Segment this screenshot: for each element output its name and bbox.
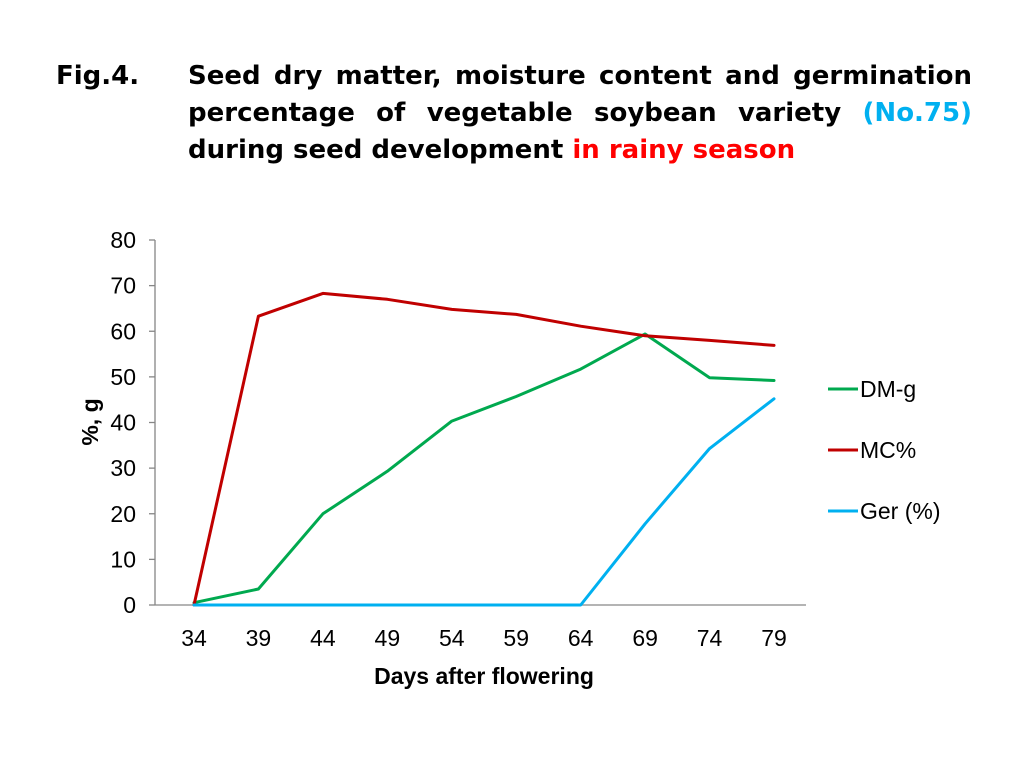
y-tick-label: 30 (110, 455, 136, 481)
y-tick-label: 40 (110, 410, 136, 436)
legend-label: Ger (%) (860, 498, 941, 524)
series-line-dm-g (192, 332, 776, 605)
y-tick-label: 70 (110, 273, 136, 299)
title-part-2: during seed development (188, 135, 564, 165)
x-tick-label: 49 (375, 625, 401, 651)
x-axis-label: Days after flowering (374, 663, 594, 689)
y-tick-label: 20 (110, 501, 136, 527)
x-tick-label: 44 (310, 625, 336, 651)
y-axis-label: %, g (77, 398, 103, 445)
y-tick-label: 50 (110, 364, 136, 390)
legend: DM-g MC% Ger (%) (828, 376, 941, 524)
y-tick-label: 80 (110, 227, 136, 253)
x-axis: 34 39 44 49 54 59 64 69 74 79 (155, 604, 806, 651)
y-tick-label: 60 (110, 318, 136, 344)
title-highlight-variety: (No.75) (862, 98, 972, 128)
x-tick-label: 69 (632, 625, 658, 651)
series-line-mc (192, 291, 776, 607)
x-tick-label: 39 (246, 625, 272, 651)
x-tick-label: 64 (568, 625, 594, 651)
title-highlight-season: in rainy season (572, 135, 796, 165)
series-lines (192, 291, 776, 607)
series-line-ger (192, 397, 776, 607)
x-tick-label: 54 (439, 625, 465, 651)
x-tick-label: 74 (697, 625, 723, 651)
figure-title-text: Seed dry matter, moisture content and ge… (188, 58, 972, 169)
x-tick-label: 59 (503, 625, 529, 651)
y-tick-label: 10 (110, 546, 136, 572)
legend-label: DM-g (860, 376, 916, 402)
x-tick-label: 34 (181, 625, 207, 651)
legend-label: MC% (860, 437, 916, 463)
y-axis: 0 10 20 30 40 50 60 70 80 (110, 227, 156, 618)
figure-label: Fig.4. (56, 61, 140, 91)
x-tick-label: 79 (761, 625, 787, 651)
title-part-1: Seed dry matter, moisture content and ge… (188, 61, 972, 128)
y-tick-label: 0 (123, 592, 136, 618)
